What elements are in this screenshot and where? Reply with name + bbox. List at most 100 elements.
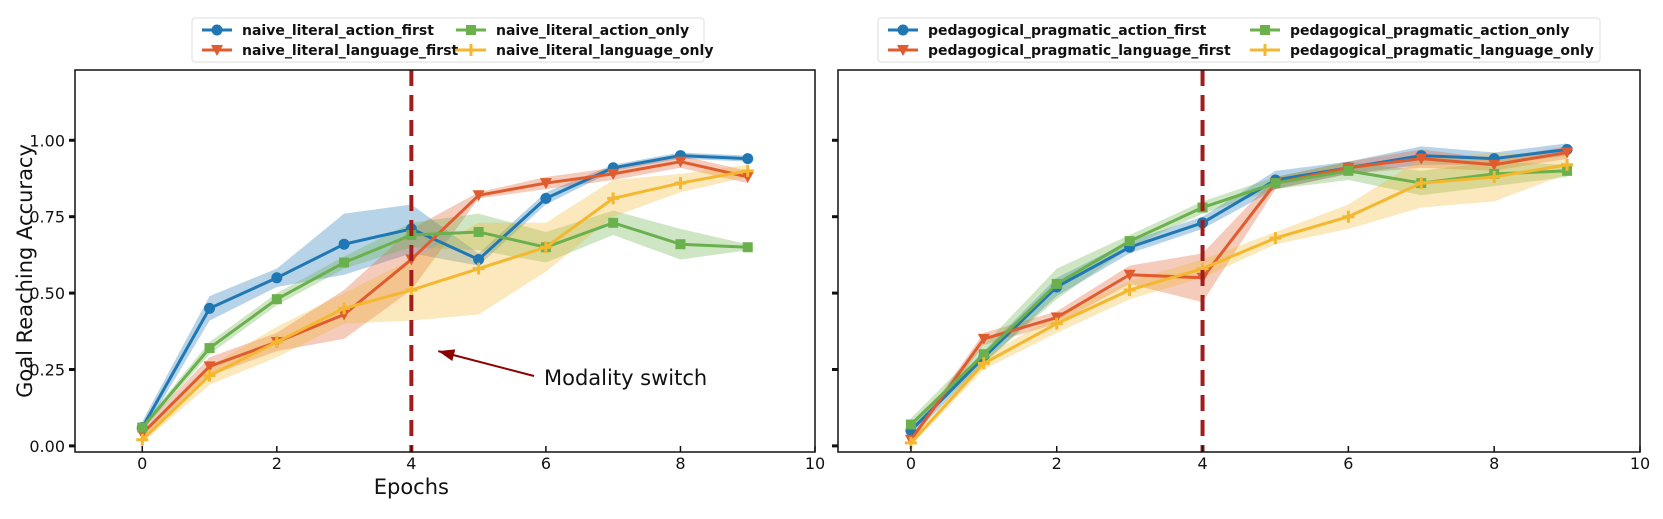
data-point-pedagogical_pragmatic_language_only-2	[1050, 317, 1063, 330]
data-point-naive_literal_language_only-3	[338, 302, 351, 315]
legend-marker-naive_literal_action_first	[211, 24, 223, 36]
data-point-naive_literal_language_only-9	[741, 164, 754, 177]
data-point-pedagogical_pragmatic_action_only-0	[905, 419, 916, 430]
data-point-pedagogical_pragmatic_language_only-9	[1561, 158, 1574, 171]
legend-marker-pedagogical_pragmatic_language_only	[1259, 44, 1271, 56]
legend-entry-pedagogical_pragmatic_language_only: pedagogical_pragmatic_language_only	[1250, 43, 1594, 59]
data-point-naive_literal_language_only-6	[539, 241, 552, 254]
data-point-naive_literal_action_only-3	[339, 257, 350, 268]
data-point-pedagogical_pragmatic_language_first-8	[1488, 159, 1501, 171]
data-point-pedagogical_pragmatic_language_only-5	[1269, 232, 1282, 245]
legend: naive_literal_action_first naive_literal_…	[191, 17, 713, 63]
chart-panel-2: 0 2 4 6 8 10 pedagogical_pragmatic_action_firs…	[832, 17, 1650, 473]
data-point-naive_literal_action_first-9	[742, 153, 754, 165]
annotation-arrow-head	[438, 349, 456, 361]
data-point-naive_literal_action_only-8	[675, 239, 686, 250]
legend-label-pedagogical_pragmatic_language_only: pedagogical_pragmatic_language_only	[1290, 43, 1594, 59]
data-point-pedagogical_pragmatic_action_only-2	[1051, 278, 1062, 289]
data-point-naive_literal_language_first-5	[472, 190, 485, 202]
data-point-naive_literal_action_only-2	[271, 294, 282, 305]
legend-frame	[877, 17, 1601, 63]
data-point-naive_literal_language_only-7	[607, 192, 620, 205]
x-tick-label-6: 6	[541, 454, 551, 473]
annotation-text: Modality switch	[544, 366, 707, 390]
data-point-pedagogical_pragmatic_language_only-8	[1488, 170, 1501, 183]
legend-marker-naive_literal_language_only	[465, 44, 477, 56]
chart-panel-1: 0 2 4 6 8 10 0.00 0.25 0.50 0.75 1.00 Epochs Goal Re…	[13, 17, 825, 499]
series-line-naive_literal_action_only	[141, 221, 748, 429]
legend-entry-pedagogical_pragmatic_language_first: pedagogical_pragmatic_language_first	[888, 43, 1231, 59]
series-line-pedagogical_pragmatic_action_only	[909, 169, 1568, 426]
data-point-pedagogical_pragmatic_language_only-3	[1123, 284, 1136, 297]
data-point-naive_literal_language_first-9	[741, 171, 754, 183]
plot-frame	[74, 69, 816, 453]
data-point-pedagogical_pragmatic_action_only-5	[1270, 178, 1281, 189]
x-tick-label-2: 2	[272, 454, 282, 473]
data-point-pedagogical_pragmatic_language_only-6	[1342, 210, 1355, 223]
data-point-naive_literal_language_only-0	[136, 433, 149, 446]
legend-marker-pedagogical_pragmatic_action_only	[1260, 25, 1270, 35]
data-point-pedagogical_pragmatic_action_only-9	[1562, 165, 1573, 176]
legend-marker-pedagogical_pragmatic_action_first	[897, 24, 909, 36]
data-point-pedagogical_pragmatic_action_only-3	[1124, 236, 1135, 247]
data-point-pedagogical_pragmatic_action_only-6	[1343, 165, 1354, 176]
plot-area	[136, 150, 754, 446]
legend-entry-naive_literal_action_first: naive_literal_action_first	[202, 23, 434, 39]
data-point-naive_literal_language_first-6	[539, 178, 552, 190]
legend: pedagogical_pragmatic_action_firstpedago…	[877, 17, 1601, 63]
confidence-band-pedagogical_pragmatic_language_only	[910, 152, 1568, 446]
legend-label-naive_literal_language_first: naive_literal_language_first	[242, 43, 459, 59]
data-point-naive_literal_language_only-4	[405, 284, 418, 297]
series-line-pedagogical_pragmatic_action_first	[909, 147, 1568, 432]
legend-label-pedagogical_pragmatic_language_first: pedagogical_pragmatic_language_first	[928, 43, 1231, 59]
data-point-naive_literal_language_first-3	[338, 309, 351, 321]
legend-entry-naive_literal_language_first: naive_literal_language_first	[202, 43, 459, 59]
y-tick-label-0.25: 0.25	[29, 360, 65, 379]
y-tick-label-1: 1.00	[29, 131, 65, 150]
data-point-pedagogical_pragmatic_language_first-9	[1561, 147, 1574, 159]
legend-frame	[191, 17, 705, 63]
plot-area	[904, 143, 1574, 449]
legend-marker-naive_literal_language_first	[211, 45, 223, 56]
confidence-band-naive_literal_action_first	[142, 152, 748, 434]
annotation-arrow-line	[438, 350, 535, 377]
x-tick-label-0: 0	[137, 454, 147, 473]
data-point-pedagogical_pragmatic_language_first-1	[977, 333, 990, 345]
confidence-band-naive_literal_action_only	[142, 210, 748, 431]
series-line-naive_literal_action_first	[140, 154, 748, 429]
series-line-pedagogical_pragmatic_language_only	[909, 163, 1568, 444]
data-point-naive_literal_language_only-2	[270, 335, 283, 348]
x-tick-label-0: 0	[906, 454, 916, 473]
legend-label-naive_literal_language_only: naive_literal_language_only	[496, 43, 713, 59]
data-point-naive_literal_action_first-2	[271, 272, 283, 284]
y-tick-label-0.5: 0.50	[29, 284, 65, 303]
data-point-naive_literal_action_only-0	[137, 422, 148, 433]
legend-entry-pedagogical_pragmatic_action_only: pedagogical_pragmatic_action_only	[1250, 23, 1570, 39]
series-line-pedagogical_pragmatic_language_first	[909, 151, 1568, 441]
y-tick-label-0.75: 0.75	[29, 208, 65, 227]
legend-label-pedagogical_pragmatic_action_only: pedagogical_pragmatic_action_only	[1290, 23, 1570, 39]
legend-entry-naive_literal_language_only: naive_literal_language_only	[456, 43, 713, 59]
legend-entry-pedagogical_pragmatic_action_first: pedagogical_pragmatic_action_first	[888, 23, 1207, 39]
data-point-pedagogical_pragmatic_language_only-7	[1415, 177, 1428, 190]
x-axis-label: Epochs	[374, 475, 449, 499]
data-point-naive_literal_action_only-5	[473, 226, 484, 237]
x-tick-label-4: 4	[406, 454, 416, 473]
x-tick-label-10: 10	[1630, 454, 1650, 473]
data-point-pedagogical_pragmatic_action_only-1	[978, 349, 989, 360]
series-line-naive_literal_language_only	[141, 169, 748, 441]
data-point-pedagogical_pragmatic_language_only-1	[977, 357, 990, 370]
x-tick-label-8: 8	[675, 454, 685, 473]
data-point-naive_literal_language_first-7	[607, 168, 620, 180]
data-point-naive_literal_language_only-1	[203, 369, 216, 382]
legend-marker-pedagogical_pragmatic_language_first	[897, 45, 909, 56]
data-point-naive_literal_action_first-6	[540, 192, 552, 204]
x-tick-label-8: 8	[1489, 454, 1499, 473]
plot-frame	[837, 69, 1641, 453]
data-point-naive_literal_action_only-9	[742, 242, 753, 253]
data-point-naive_literal_language_first-1	[203, 361, 216, 373]
data-point-naive_literal_action_first-3	[338, 238, 350, 250]
confidence-band-naive_literal_language_first	[142, 155, 748, 440]
y-axis-label: Goal Reaching Accuracy	[13, 144, 37, 398]
